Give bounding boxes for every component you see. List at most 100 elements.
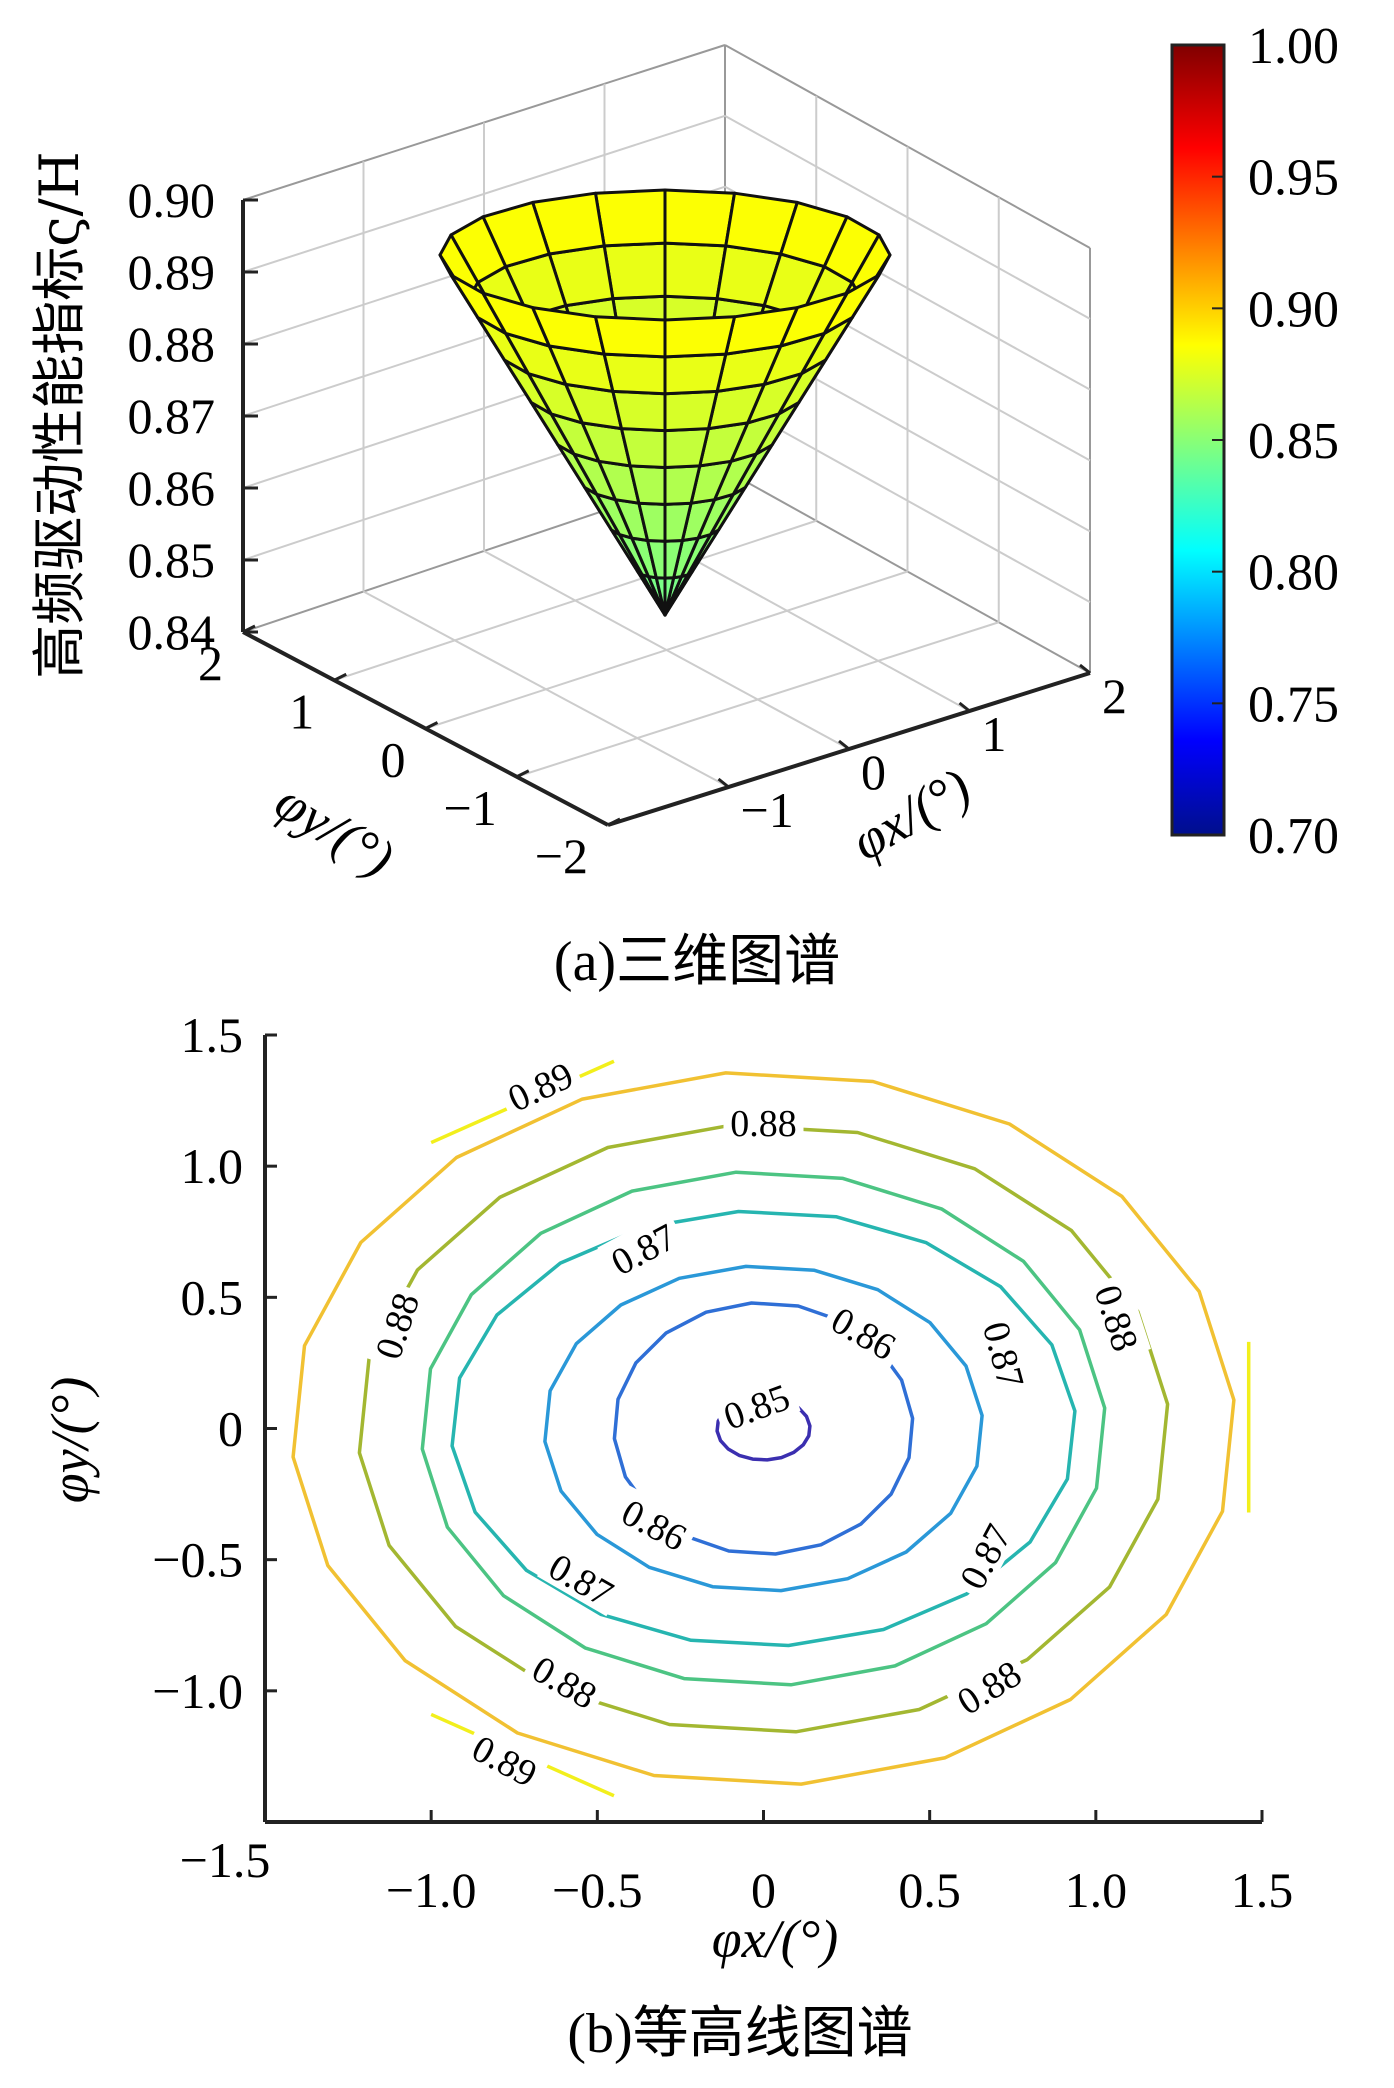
z-tick-label: 0.87 [128,388,216,444]
contour-label-text: 0.85 [718,1376,795,1438]
surface-patch [602,241,667,301]
z-tick-label: 0.85 [128,532,216,588]
surface-patch [663,315,736,359]
contour-line [543,1264,984,1593]
surface-patch [663,389,719,433]
cone-surface [438,188,892,617]
y-axis-ticks-3d: 2 1 0 −1 −2 [198,624,621,884]
colorbar-tick-label: 0.70 [1248,808,1339,865]
contour-label: 0.89 [494,1048,585,1121]
colorbar-tick-label: 0.95 [1248,150,1339,207]
y-tick-mark-3d [242,624,256,634]
contour-x-tick-label: −0.5 [552,1862,643,1918]
x-tick-label-3d: −1 [741,782,794,838]
z-axis-label: 高频驱动性能指标ς/H [28,151,91,679]
z-tick-label: 0.89 [128,244,216,300]
grid-line [242,114,726,273]
y-tick-mark-3d [607,817,621,827]
grid-line [516,621,1000,778]
z-tick-label: 0.84 [128,604,216,660]
contour-x-axis-label: φx/(°) [712,1909,838,1969]
surface-patch [620,427,667,469]
contour-label: 0.88 [362,1280,428,1370]
contour-label: 0.87 [537,1539,628,1617]
z-tick-label: 0.90 [128,172,216,228]
surface-3d-chart: 0.90 0.89 0.88 0.87 0.86 0.85 0.84 2 1 0 −1 −2 −1 0… [28,18,1339,993]
surface-patch [663,241,728,301]
x-axis-ticks-3d: −1 0 1 2 [717,663,1127,838]
contour-label-text: 0.87 [974,1317,1032,1392]
contour-label: 0.86 [819,1293,910,1370]
contour-label: 0.88 [723,1100,804,1145]
contour-label-bg [1086,1272,1151,1362]
contour-line [420,1170,1107,1687]
contour-x-tick-label: 0 [751,1862,776,1918]
contour-line [357,1123,1170,1734]
contour-line [291,1071,1236,1786]
colorbar-tick-label: 0.75 [1248,676,1339,733]
y-tick-mark-3d [516,769,530,779]
contour-label: 0.85 [711,1371,801,1439]
contour-label: 0.87 [974,1310,1037,1399]
contour-label-bg [520,1642,611,1719]
contour-label-bg [946,1510,1021,1601]
contour-y-tick-label: 0 [218,1401,243,1457]
contour-label: 0.88 [520,1642,611,1719]
surface-patch [594,188,667,248]
caption-a: (a)三维图谱 [554,931,840,993]
surface-patch [611,389,667,433]
contour-y-axis-label: φy/(°) [40,1377,100,1503]
surface-patch [602,352,667,396]
contour-label-bg [819,1293,910,1370]
contour-label-bg [362,1280,428,1370]
grid-line [724,114,1091,320]
contour-label: 0.88 [1086,1272,1151,1362]
contour-label-bg [723,1100,804,1143]
surface-patch [663,188,736,248]
x-tick-label-3d: 0 [861,744,886,800]
contour-x-tick-label: 1.5 [1231,1862,1294,1918]
contour-x-tick-label: 1.0 [1065,1862,1128,1918]
colorbar-tick-label: 0.90 [1248,281,1339,338]
colorbar-tick-label: 0.85 [1248,413,1339,470]
contour-x-tick-label: 0.5 [898,1862,961,1918]
contour-line [450,1209,1077,1648]
contour-y-tick-label: 0.5 [181,1269,244,1325]
x-tick-mark-3d [717,777,730,789]
contour-label-bg [942,1646,1033,1725]
y-tick-label-3d: −1 [444,780,497,836]
contour-y-axis-label-text: φy/(°) [40,1377,100,1503]
contour-y-tick-label: −1.0 [152,1663,243,1719]
colorbar-tick-label: 0.80 [1248,545,1339,602]
contour-line [612,1301,915,1556]
contour-label-text: 0.88 [730,1103,797,1145]
x-tick-mark-3d [958,701,971,713]
y-axis-label-3d: φy/(°) [265,771,404,889]
colorbar-ticks: 1.00 0.95 0.90 0.85 0.80 0.75 0.70 [1212,18,1339,865]
contour-label-text: 0.88 [368,1288,428,1364]
contour-labels: 0.850.860.860.870.870.87 0.870.880.88 0.88… [362,1048,1151,1797]
y-axis-label-3d-text: φy/(°) [265,771,404,889]
y-tick-label-3d: −2 [535,828,588,884]
y-tick-mark-3d [333,672,347,682]
y-tick-label-3d: 0 [381,732,406,788]
contour-label-bg [537,1539,628,1617]
contour-y-tick-label: 1.5 [181,1007,244,1063]
colorbar-tick-label: 1.00 [1248,18,1339,75]
z-tick-label: 0.88 [128,316,216,372]
z-tick-label: 0.86 [128,460,216,516]
contour-y-tick-label: −0.5 [152,1532,243,1588]
contour-label-bg [494,1048,585,1121]
contour-label-bg [711,1371,801,1439]
x-tick-mark-3d [1079,663,1091,675]
x-tick-mark-3d [838,739,850,751]
contour-label-bg [610,1485,701,1561]
surface-patch [663,352,728,396]
grid-line [425,570,908,730]
contour-axes: −1.5 −1.0 −0.5 0 0.5 1.0 1.5 1.5 1.0 0.5 0 −0.5 −1.0 [152,1007,1293,1918]
y-tick-label-3d: 1 [289,683,314,739]
contour-label-text: 0.88 [1086,1280,1146,1356]
contour-x-tick-label: −1.5 [180,1832,271,1888]
contour-y-tick-label: 1.0 [181,1138,244,1194]
